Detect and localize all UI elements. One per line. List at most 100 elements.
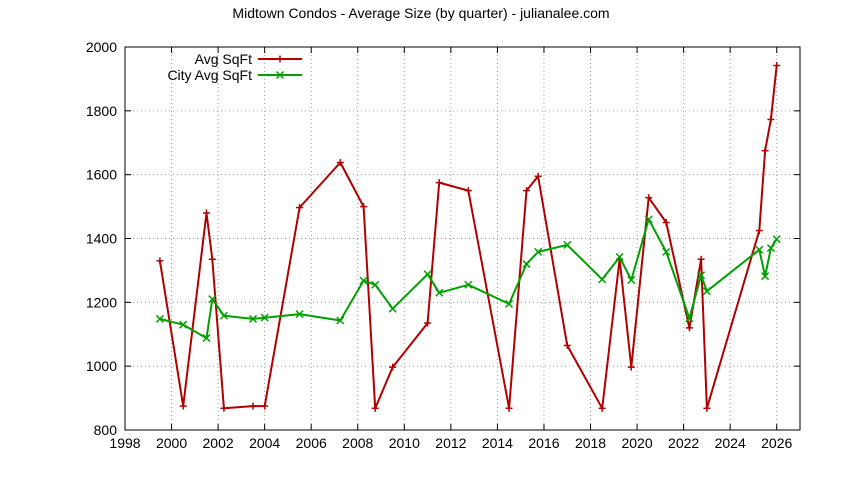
x-tick-label: 2016 (528, 435, 559, 451)
x-tick-label: 2012 (435, 435, 466, 451)
data-point (261, 402, 269, 410)
x-tick-label: 1998 (109, 435, 140, 451)
x-tick-label: 2026 (761, 435, 792, 451)
grid (125, 47, 800, 430)
data-point (685, 324, 693, 332)
marker-stroke (766, 244, 775, 253)
data-point (208, 255, 216, 263)
legend-marker (276, 55, 284, 63)
marker-stroke (772, 235, 781, 244)
marker-stroke (423, 270, 432, 279)
marker-stroke (464, 280, 473, 289)
data-point (464, 187, 472, 195)
y-tick-label: 1400 (86, 231, 117, 247)
marker-stroke (627, 275, 636, 285)
data-point (755, 245, 764, 254)
x-tick-label: 2014 (482, 435, 513, 451)
data-point (761, 272, 770, 281)
x-tick-label: 2000 (156, 435, 187, 451)
data-point (522, 260, 531, 269)
marker-stroke (248, 314, 258, 323)
data-point (360, 203, 368, 211)
data-point (563, 240, 572, 249)
marker-stroke (336, 316, 345, 325)
marker-stroke (685, 314, 694, 323)
marker-stroke (275, 70, 285, 80)
data-point (534, 247, 543, 256)
data-point (260, 313, 269, 322)
series-0 (156, 62, 781, 412)
data-point (615, 252, 624, 262)
marker-stroke (563, 240, 572, 249)
y-tick-label: 1600 (86, 167, 117, 183)
data-point (371, 404, 379, 412)
y-tick-label: 1000 (86, 358, 117, 374)
legend-label: City Avg SqFt (167, 67, 252, 83)
data-point (336, 316, 345, 325)
marker-stroke (371, 280, 380, 289)
data-point (627, 275, 636, 285)
marker-stroke (598, 275, 607, 284)
data-point (766, 244, 775, 253)
x-tick-label: 2022 (668, 435, 699, 451)
data-point (662, 219, 670, 227)
data-point (644, 215, 653, 224)
data-point (202, 209, 210, 217)
data-point (767, 115, 775, 123)
data-point (220, 404, 228, 412)
data-point (697, 271, 706, 280)
data-point (179, 320, 188, 329)
data-point (202, 334, 211, 343)
marker-stroke (219, 311, 228, 320)
marker-stroke (435, 288, 444, 297)
chart-title: Midtown Condos - Average Size (by quarte… (232, 5, 609, 21)
data-point (371, 280, 380, 289)
data-point (435, 179, 443, 187)
data-point (296, 204, 304, 212)
data-point (248, 314, 258, 323)
data-point (685, 314, 694, 323)
data-point (249, 402, 257, 410)
data-point (598, 275, 607, 284)
data-point (645, 194, 653, 202)
data-point (702, 287, 711, 296)
marker-stroke (662, 247, 671, 256)
marker-stroke (615, 252, 624, 262)
x-tick-label: 2024 (715, 435, 746, 451)
data-point (156, 257, 164, 265)
y-tick-label: 1800 (86, 103, 117, 119)
marker-stroke (702, 287, 711, 296)
data-point (219, 311, 228, 320)
x-tick-label: 2006 (296, 435, 327, 451)
series-line (158, 65, 778, 410)
marker-stroke (505, 299, 514, 308)
marker-stroke (522, 260, 531, 269)
marker-stroke (202, 334, 211, 343)
marker-stroke (388, 304, 397, 313)
x-tick-label: 2020 (621, 435, 652, 451)
data-point (336, 159, 344, 167)
data-point (563, 341, 571, 349)
marker-stroke (155, 314, 164, 323)
data-point (534, 172, 542, 180)
legend-label: Avg SqFt (195, 51, 252, 67)
marker-stroke (644, 215, 653, 224)
data-point (359, 276, 368, 285)
data-point (523, 187, 531, 195)
data-point (761, 147, 769, 155)
data-point (435, 288, 444, 297)
data-point (598, 404, 606, 412)
marker-stroke (359, 276, 368, 285)
data-point (389, 363, 397, 371)
x-tick-label: 2002 (203, 435, 234, 451)
marker-stroke (208, 295, 217, 304)
data-point (505, 404, 513, 412)
data-point (703, 404, 711, 412)
y-tick-label: 800 (94, 422, 118, 438)
y-tick-label: 2000 (86, 39, 117, 55)
series-group (155, 62, 781, 412)
x-tick-label: 2018 (575, 435, 606, 451)
marker-stroke (761, 272, 770, 281)
